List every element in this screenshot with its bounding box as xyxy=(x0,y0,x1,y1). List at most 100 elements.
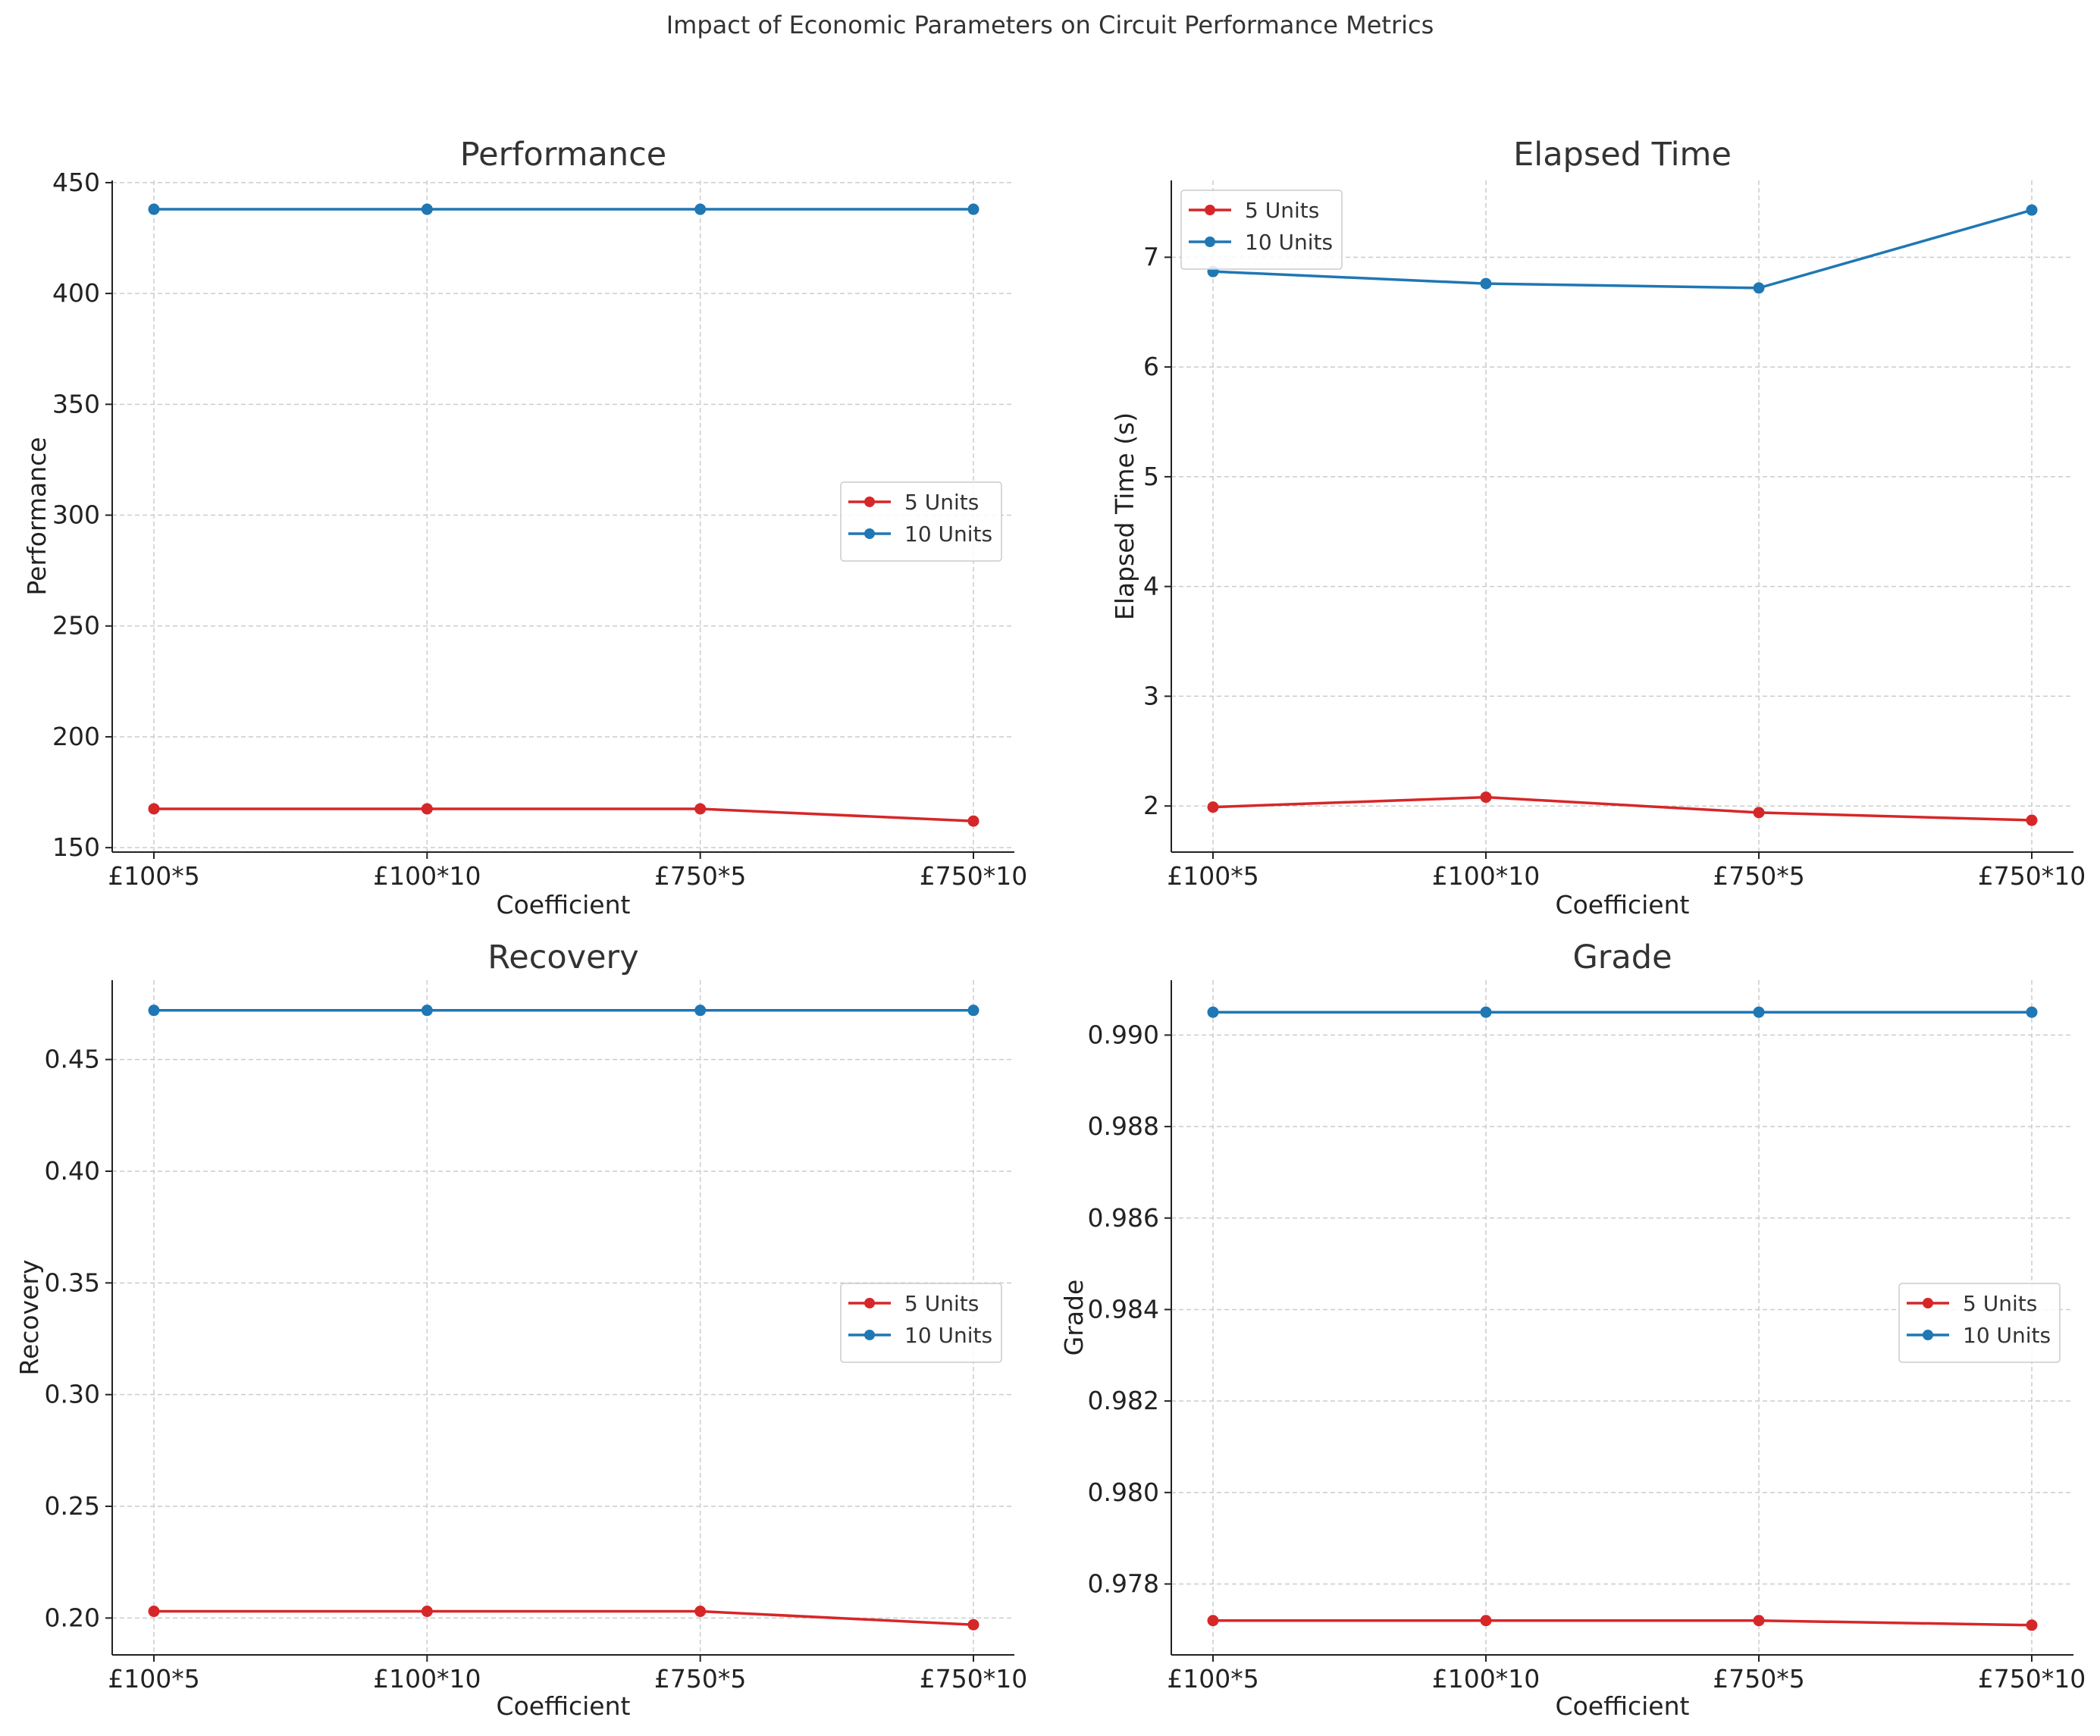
y-tick-label: 4 xyxy=(1143,572,1159,601)
x-tick-label: £750*10 xyxy=(1978,861,2086,891)
legend-marker-10-units xyxy=(864,1330,875,1340)
y-tick-label: 150 xyxy=(52,832,100,862)
y-tick-label: 0.40 xyxy=(45,1156,100,1186)
subplot-recovery: 0.20 0.25 0.30 0.35 0.40 0.45 £100*5 £100*10 £75… xyxy=(14,939,1027,1721)
legend-marker-5-units xyxy=(864,1298,875,1308)
data-point-5-units xyxy=(2026,1619,2038,1631)
data-point-10-units xyxy=(1753,1006,1765,1018)
series-line-5-units xyxy=(154,1609,974,1626)
x-tick-label: £100*10 xyxy=(1432,861,1540,891)
y-tick-label: 7 xyxy=(1143,242,1159,271)
y-tick-label: 0.35 xyxy=(45,1268,100,1297)
x-tick-label: £750*10 xyxy=(920,1664,1027,1694)
data-point-5-units xyxy=(1480,791,1492,804)
legend: 5 Units 10 Units xyxy=(1180,190,1343,270)
x-tick-label: £750*5 xyxy=(654,1664,746,1694)
x-axis-label: Coefficient xyxy=(497,1691,631,1721)
data-point-10-units xyxy=(148,203,160,215)
x-tick-label: £100*10 xyxy=(373,861,481,891)
y-tick-label: 300 xyxy=(52,500,100,530)
series-line-5-units xyxy=(1212,795,2033,822)
legend-label: 5 Units xyxy=(1245,198,1319,223)
data-point-5-units xyxy=(694,803,707,815)
y-axis-label: Performance xyxy=(22,437,52,595)
data-point-10-units xyxy=(967,203,979,215)
y-tick-label: 450 xyxy=(52,168,100,197)
legend-label: 10 Units xyxy=(1963,1323,2051,1348)
x-tick-label: £100*5 xyxy=(108,861,199,891)
y-tick-label: 0.984 xyxy=(1088,1294,1159,1324)
data-point-5-units xyxy=(694,1606,707,1618)
data-point-10-units xyxy=(2026,1006,2038,1018)
legend-marker-10-units xyxy=(1923,1330,1933,1340)
figure-title: Impact of Economic Parameters on Circuit… xyxy=(666,11,1434,39)
data-point-5-units xyxy=(1207,801,1219,813)
legend-label: 10 Units xyxy=(904,1323,992,1348)
subplot-elapsed-time: 2 3 4 5 6 7 £100*5 £100*10 £750*5 £750*10 Elapsed … xyxy=(1110,136,2086,920)
y-tick-label: 0.988 xyxy=(1088,1111,1159,1141)
legend-marker-5-units xyxy=(864,497,875,507)
data-point-10-units xyxy=(694,203,707,215)
data-point-10-units xyxy=(148,1004,160,1017)
legend-label: 5 Units xyxy=(904,490,979,515)
series-line-5-units xyxy=(1213,1618,2033,1627)
data-point-5-units xyxy=(967,1618,979,1631)
legend-marker-5-units xyxy=(1205,205,1215,215)
y-tick-label: 0.30 xyxy=(45,1380,100,1409)
x-tick-label: £100*5 xyxy=(108,1664,199,1694)
data-point-10-units xyxy=(421,1004,433,1017)
x-tick-label: £750*5 xyxy=(654,861,746,891)
subplot-grade: 0.978 0.980 0.982 0.984 0.986 0.988 0.990 £100*… xyxy=(1059,939,2086,1721)
y-tick-label: 0.25 xyxy=(45,1491,100,1521)
data-point-5-units xyxy=(421,803,433,815)
x-tick-label: £750*5 xyxy=(1713,1664,1804,1694)
y-tick-label: 5 xyxy=(1143,462,1159,491)
legend-marker-5-units xyxy=(1923,1298,1933,1308)
y-tick-label: 200 xyxy=(52,722,100,751)
x-tick-label: £100*10 xyxy=(1432,1664,1540,1694)
data-point-5-units xyxy=(148,1606,160,1618)
legend-label: 10 Units xyxy=(1245,230,1333,255)
data-point-10-units xyxy=(421,203,433,215)
y-tick-label: 0.986 xyxy=(1088,1203,1159,1233)
data-point-10-units xyxy=(694,1004,707,1017)
data-point-10-units xyxy=(1207,1006,1219,1018)
y-tick-label: 0.980 xyxy=(1088,1477,1159,1507)
data-point-10-units xyxy=(1480,1006,1492,1018)
y-axis-label: Elapsed Time (s) xyxy=(1110,412,1139,620)
subplot-performance: 150 200 250 300 350 400 450 £100*5 £100*10 £750*5… xyxy=(22,136,1027,920)
x-tick-label: £750*10 xyxy=(1978,1664,2086,1694)
y-tick-label: 0.45 xyxy=(45,1045,100,1074)
y-axis-label: Recovery xyxy=(14,1259,44,1375)
x-tick-label: £750*10 xyxy=(920,861,1027,891)
subplot-title: Elapsed Time xyxy=(1513,136,1732,174)
legend-marker-10-units xyxy=(864,528,875,539)
subplot-title: Grade xyxy=(1572,939,1672,976)
x-tick-label: £100*5 xyxy=(1167,861,1258,891)
data-point-5-units xyxy=(148,803,160,815)
data-point-5-units xyxy=(421,1606,433,1618)
data-point-5-units xyxy=(2026,814,2038,826)
legend: 5 Units 10 Units xyxy=(840,481,1002,562)
x-axis-label: Coefficient xyxy=(497,890,631,920)
x-tick-label: £750*5 xyxy=(1713,861,1804,891)
y-tick-label: 350 xyxy=(52,389,100,418)
legend-label: 10 Units xyxy=(904,522,992,547)
x-tick-label: £100*5 xyxy=(1167,1664,1258,1694)
subplot-title: Performance xyxy=(460,136,667,174)
y-tick-label: 0.20 xyxy=(45,1603,100,1632)
y-tick-label: 400 xyxy=(52,278,100,308)
data-point-5-units xyxy=(1207,1615,1219,1627)
y-tick-label: 0.982 xyxy=(1088,1386,1159,1415)
legend: 5 Units 10 Units xyxy=(1898,1283,2061,1363)
y-tick-label: 0.978 xyxy=(1088,1568,1159,1598)
y-tick-label: 2 xyxy=(1143,791,1159,820)
series-line-10-units xyxy=(1212,208,2033,290)
series-line-5-units xyxy=(154,807,974,823)
y-tick-label: 6 xyxy=(1143,352,1159,381)
data-point-5-units xyxy=(1753,1615,1765,1627)
data-point-10-units xyxy=(1480,277,1492,290)
subplot-title: Recovery xyxy=(487,939,638,976)
x-axis-label: Coefficient xyxy=(1556,890,1690,920)
